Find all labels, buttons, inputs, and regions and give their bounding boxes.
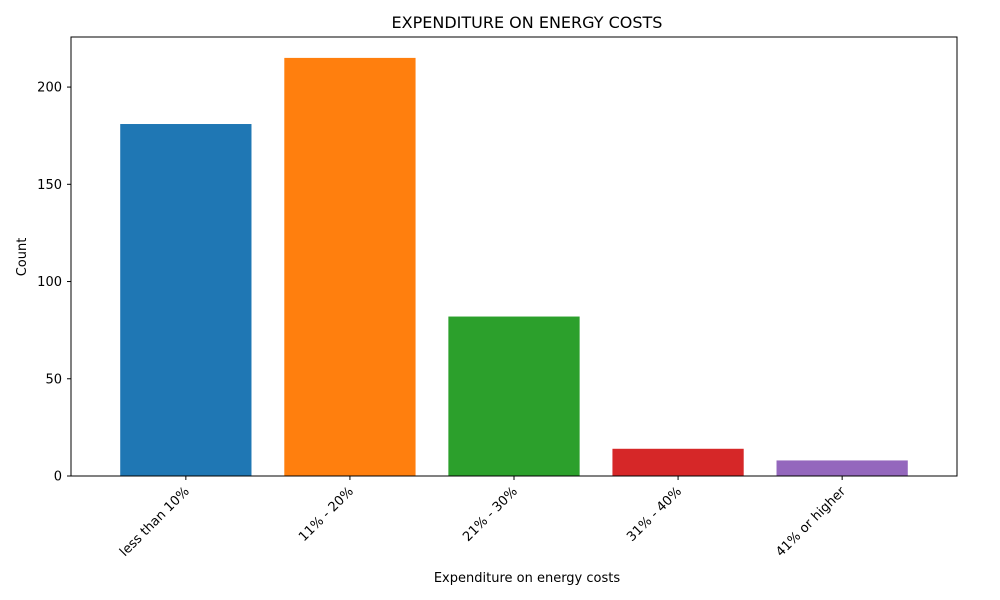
bar-1 [120, 124, 252, 477]
x-axis-label: Expenditure on energy costs [434, 571, 621, 586]
y-tick-label: 0 [54, 470, 62, 485]
y-axis-label: Count [15, 238, 30, 277]
bar-2 [284, 57, 416, 477]
bar-5 [776, 460, 908, 476]
y-tick-label: 100 [37, 275, 62, 290]
chart-title: EXPENDITURE ON ENERGY COSTS [392, 13, 663, 32]
bars-group [120, 57, 908, 477]
plot-frame [70, 36, 958, 477]
bar-3 [448, 316, 580, 476]
bar-4 [612, 448, 744, 476]
y-tick-label: 150 [37, 178, 62, 193]
y-axis-ticks: 0 50 100 150 200 [37, 81, 71, 485]
y-tick-label: 200 [37, 81, 62, 96]
y-tick-label: 50 [45, 372, 62, 387]
